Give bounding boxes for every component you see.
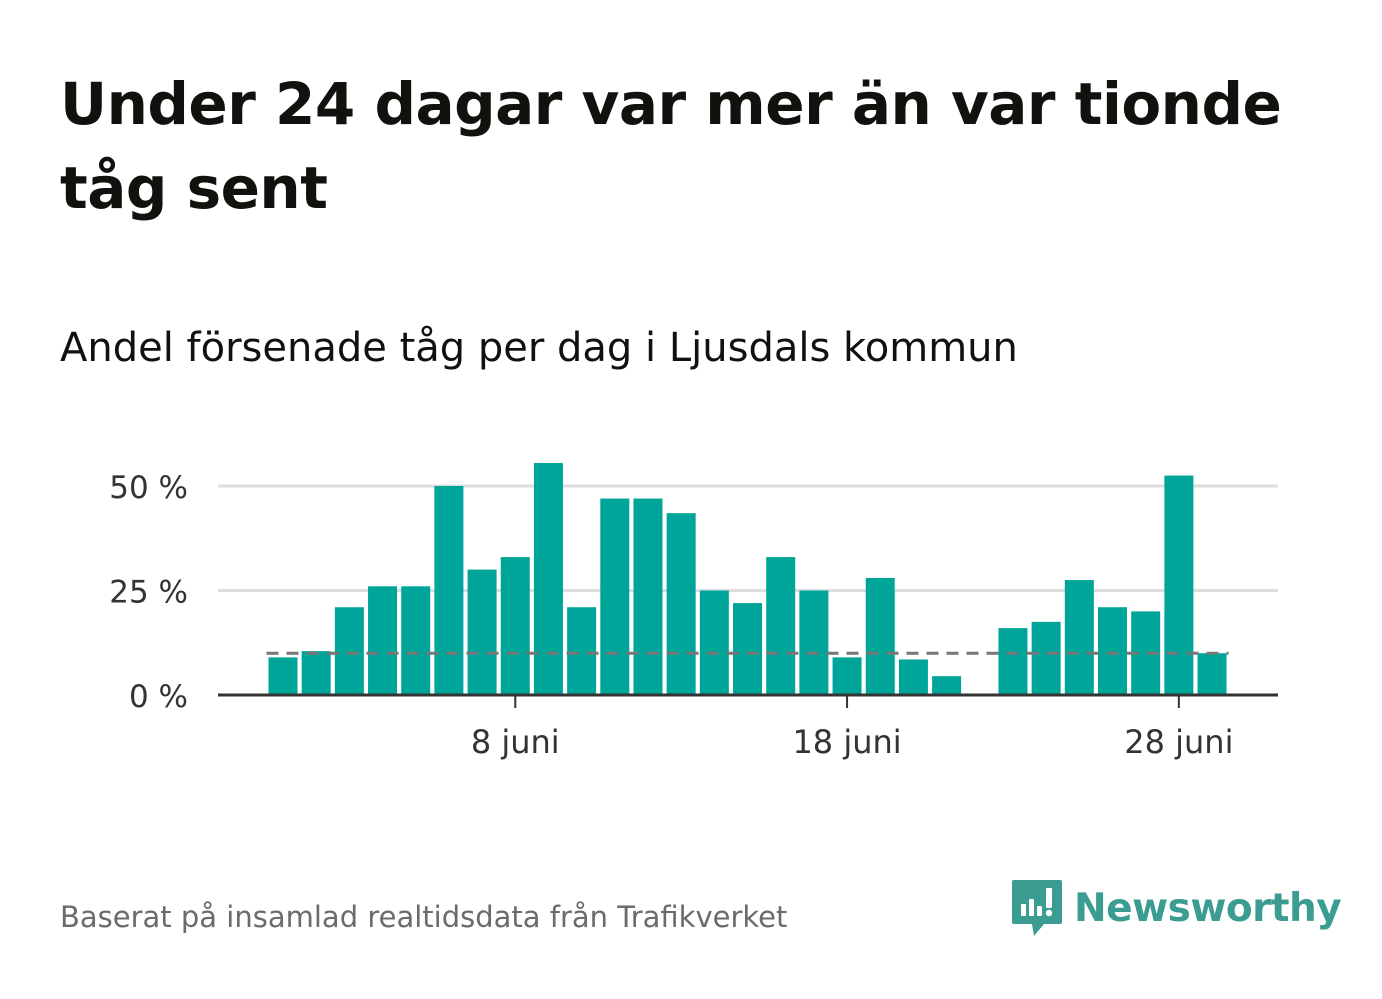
bar-chart: 0 % 25 % 50 % 8 juni 18 juni 28 juni: [109, 463, 1278, 761]
bar: [1031, 621, 1061, 695]
bar: [799, 590, 829, 695]
bar: [467, 569, 497, 695]
bar: [666, 513, 696, 695]
bar: [434, 486, 464, 695]
bar: [500, 557, 530, 695]
y-tick-label: 0 %: [129, 679, 188, 715]
bar: [567, 607, 597, 695]
bar: [898, 659, 928, 695]
bar: [1064, 580, 1094, 695]
bar: [334, 607, 364, 695]
y-tick-label: 25 %: [109, 575, 188, 611]
chart-subtitle: Andel försenade tåg per dag i Ljusdals k…: [60, 325, 1018, 371]
bar: [600, 498, 630, 695]
bar: [401, 586, 431, 695]
bar: [533, 463, 563, 695]
bar: [832, 657, 862, 695]
bar: [932, 676, 962, 695]
bar: [766, 557, 796, 695]
brand-name: Newsworthy: [1074, 885, 1342, 931]
source-note: Baserat på insamlad realtidsdata från Tr…: [60, 900, 788, 934]
bar: [998, 628, 1028, 695]
bar: [633, 498, 663, 695]
chart-title: Under 24 dagar var mer än var tionde tåg…: [60, 70, 1282, 222]
bar: [733, 603, 763, 695]
bar: [268, 657, 298, 695]
bar: [368, 586, 398, 695]
bar: [1197, 653, 1227, 695]
y-tick-label: 50 %: [109, 470, 188, 506]
x-tick-label: 8 juni: [471, 723, 560, 761]
x-tick-label: 28 juni: [1124, 723, 1233, 761]
newsworthy-logo: Newsworthy: [1010, 878, 1342, 938]
x-tick-label: 18 juni: [792, 723, 901, 761]
bar: [1098, 607, 1127, 695]
bar: [1164, 475, 1194, 695]
newsworthy-logo-icon: [1012, 880, 1062, 936]
bar: [301, 651, 331, 695]
bar: [699, 590, 729, 695]
bar: [865, 577, 895, 695]
